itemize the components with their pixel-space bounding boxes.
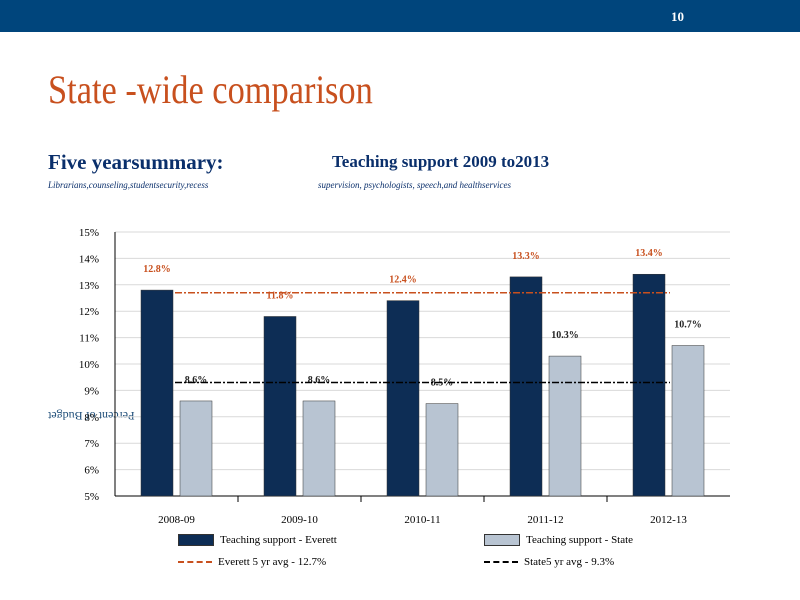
data-label: 10.7% [674,320,702,331]
bar [548,355,582,497]
y-tick-label: 8% [84,412,99,424]
legend-everett-avg-swatch [178,561,212,563]
y-tick-label: 15% [79,227,99,239]
data-label: 13.4% [635,248,663,259]
subtitle-rest: Teaching support 2009 to2013 [332,152,550,171]
data-label: 10.3% [551,330,579,341]
y-tick-label: 13% [79,280,99,292]
data-label: 12.8% [143,264,171,275]
bar [263,316,297,497]
data-label: 8.6% [308,375,331,386]
y-tick-label: 14% [79,253,99,265]
y-tick-label: 7% [84,438,99,450]
legend-everett-bar: Teaching support - Everett [178,534,337,546]
chart-subtitle: Five yearsummary: Teaching support 2009 … [48,150,549,175]
category-note: Librarians,counseling,studentsecurity,re… [48,180,511,190]
y-tick-label: 10% [79,359,99,371]
y-tick-label: 9% [84,385,99,397]
x-tick-label: 2009-10 [281,514,318,526]
y-tick-label: 5% [84,491,99,503]
data-label: 8.6% [185,375,208,386]
bar [509,276,543,497]
bar [425,403,459,497]
legend-everett-label: Teaching support - Everett [220,534,337,546]
data-label: 13.3% [512,251,540,262]
legend-state-avg-swatch [484,561,518,563]
legend-state-bar: Teaching support - State [484,534,633,546]
legend-everett-swatch [178,534,214,546]
legend-everett-avg: Everett 5 yr avg - 12.7% [178,556,326,568]
bar [671,345,705,497]
legend-state-swatch [484,534,520,546]
bar [386,300,420,497]
legend-state-label: Teaching support - State [526,534,634,546]
subtitle-lead: Five yearsummary: [48,150,224,174]
page-number: 10 [671,9,684,24]
data-label: 12.4% [389,275,417,286]
bar [632,273,666,497]
legend-state-avg-label: State5 yr avg - 9.3% [524,556,615,568]
legend-everett-avg-label: Everett 5 yr avg - 12.7% [218,556,327,568]
bar [140,289,174,497]
bar [179,400,213,497]
x-tick-label: 2008-09 [158,514,195,526]
note-rest: supervision, psychologists, speech,and h… [318,180,511,190]
y-tick-label: 6% [84,465,99,477]
x-tick-label: 2011-12 [527,514,563,526]
x-tick-label: 2012-13 [650,514,687,526]
header-bar: 10 [0,0,800,32]
data-label: 11.8% [267,290,294,301]
y-tick-label: 12% [79,306,99,318]
x-tick-label: 2010-11 [404,514,440,526]
slide-title: State -wide comparison [48,67,373,112]
y-tick-label: 11% [79,333,99,345]
bar [302,400,336,497]
legend-state-avg: State5 yr avg - 9.3% [484,556,614,568]
note-lead: Librarians,counseling,studentsecurity,re… [48,180,209,190]
